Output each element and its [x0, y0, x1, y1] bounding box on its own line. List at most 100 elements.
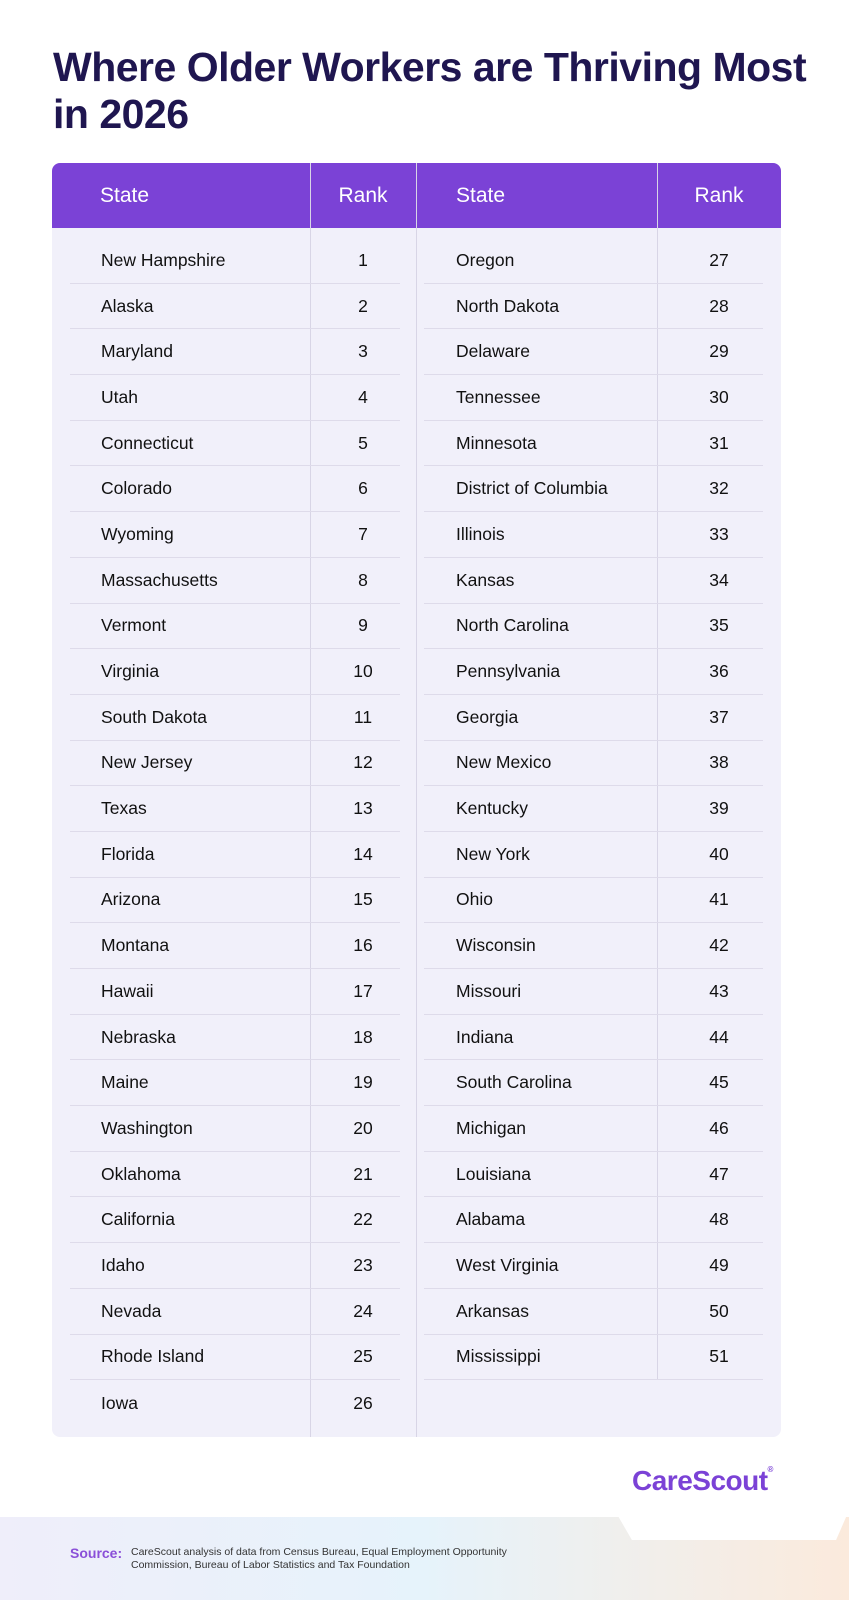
- state-name: North Carolina: [456, 615, 569, 636]
- rank-value: 19: [353, 1072, 373, 1093]
- source-label: Source:: [70, 1545, 123, 1561]
- table-row: Arizona 15: [70, 878, 400, 924]
- table-row: Tennessee 30: [424, 375, 763, 421]
- rank-value: 7: [358, 523, 368, 544]
- column-divider: [310, 163, 311, 1437]
- rank-value: 18: [353, 1026, 373, 1047]
- carescout-logo: CareScout®: [632, 1465, 773, 1497]
- rank-value: 50: [709, 1300, 729, 1321]
- state-name: Colorado: [101, 478, 173, 499]
- table-row: Arkansas 50: [424, 1289, 763, 1335]
- page-title: Where Older Workers are Thriving Most in…: [53, 44, 807, 137]
- table-row: Louisiana 47: [424, 1152, 763, 1198]
- table-row: Connecticut 5: [70, 421, 400, 467]
- table-row: Iowa 26: [70, 1380, 400, 1426]
- state-name: Michigan: [456, 1117, 527, 1138]
- rank-value: 51: [709, 1346, 729, 1367]
- state-name: South Dakota: [101, 706, 208, 727]
- rank-value: 12: [353, 752, 373, 773]
- rank-value: 49: [709, 1254, 729, 1275]
- rank-value: 33: [709, 523, 729, 544]
- table-row: South Carolina 45: [424, 1060, 763, 1107]
- rank-value: 23: [353, 1254, 373, 1275]
- state-name: Ohio: [456, 889, 493, 910]
- state-name: Connecticut: [101, 432, 194, 453]
- table-row: Delaware 29: [424, 329, 763, 376]
- rank-value: 28: [709, 295, 729, 316]
- state-name: Nebraska: [101, 1026, 176, 1047]
- state-name: Indiana: [456, 1026, 514, 1047]
- table-row: Florida 14: [70, 832, 400, 878]
- state-name: Louisiana: [456, 1163, 531, 1184]
- state-name: Massachusetts: [101, 569, 218, 590]
- table-row: Mississippi 51: [424, 1335, 763, 1381]
- rank-value: 34: [709, 569, 729, 590]
- rank-value: 13: [353, 798, 373, 819]
- state-name: Minnesota: [456, 432, 537, 453]
- rank-value: 16: [353, 935, 373, 956]
- rank-value: 17: [353, 980, 373, 1001]
- state-name: New York: [456, 843, 530, 864]
- rank-value: 37: [709, 706, 729, 727]
- registered-mark: ®: [767, 1465, 774, 1474]
- column-divider: [657, 163, 658, 1379]
- state-name: Missouri: [456, 980, 522, 1001]
- table-row: Nevada 24: [70, 1289, 400, 1335]
- rank-value: 41: [709, 889, 729, 910]
- state-name: Rhode Island: [101, 1346, 205, 1367]
- table-row: Virginia 10: [70, 649, 400, 695]
- rank-value: 2: [358, 295, 368, 316]
- rank-value: 42: [709, 935, 729, 956]
- state-name: Washington: [101, 1117, 193, 1138]
- table-row: Michigan 46: [424, 1106, 763, 1152]
- state-name: West Virginia: [456, 1254, 559, 1275]
- table-row: Minnesota 31: [424, 421, 763, 467]
- state-name: Alabama: [456, 1209, 526, 1230]
- table-row: Missouri 43: [424, 969, 763, 1015]
- state-name: Arizona: [101, 889, 161, 910]
- state-name: District of Columbia: [456, 478, 608, 499]
- state-name: Alaska: [101, 295, 154, 316]
- state-name: Arkansas: [456, 1300, 529, 1321]
- rank-value: 48: [709, 1209, 729, 1230]
- table-row: New York 40: [424, 832, 763, 878]
- rank-value: 9: [358, 615, 368, 636]
- table-row: Georgia 37: [424, 695, 763, 741]
- state-name: Texas: [101, 798, 147, 819]
- state-name: Mississippi: [456, 1346, 541, 1367]
- rank-value: 10: [353, 661, 373, 682]
- table-row: Wisconsin 42: [424, 923, 763, 969]
- rank-value: 27: [709, 249, 729, 270]
- state-name: Delaware: [456, 341, 530, 362]
- logo-tab: [618, 1460, 849, 1540]
- state-name: Illinois: [456, 523, 505, 544]
- state-name: Kansas: [456, 569, 515, 590]
- rank-value: 5: [358, 432, 368, 453]
- table-row: North Dakota 28: [424, 284, 763, 330]
- rank-value: 1: [358, 249, 368, 270]
- state-name: Oregon: [456, 249, 515, 270]
- state-name: Wyoming: [101, 523, 174, 544]
- table-row: Vermont 9: [70, 604, 400, 650]
- rank-value: 20: [353, 1117, 373, 1138]
- table-row: Kentucky 39: [424, 786, 763, 832]
- state-name: Utah: [101, 386, 138, 407]
- table-row: Colorado 6: [70, 466, 400, 513]
- table-row: Indiana 44: [424, 1015, 763, 1061]
- table-row: Maine 19: [70, 1060, 400, 1107]
- rank-value: 29: [709, 341, 729, 362]
- table-row: Utah 4: [70, 375, 400, 421]
- state-name: Maine: [101, 1072, 149, 1093]
- state-name: New Hampshire: [101, 249, 226, 270]
- rank-value: 4: [358, 386, 368, 407]
- state-name: Florida: [101, 843, 155, 864]
- rank-value: 44: [709, 1026, 729, 1047]
- table-row: Rhode Island 25: [70, 1335, 400, 1381]
- table-row: New Jersey 12: [70, 741, 400, 787]
- table-row: Washington 20: [70, 1106, 400, 1152]
- state-name: Vermont: [101, 615, 167, 636]
- table-row: Hawaii 17: [70, 969, 400, 1015]
- header-state-left: State: [100, 184, 150, 207]
- rank-value: 15: [353, 889, 373, 910]
- table-row: Wyoming 7: [70, 512, 400, 558]
